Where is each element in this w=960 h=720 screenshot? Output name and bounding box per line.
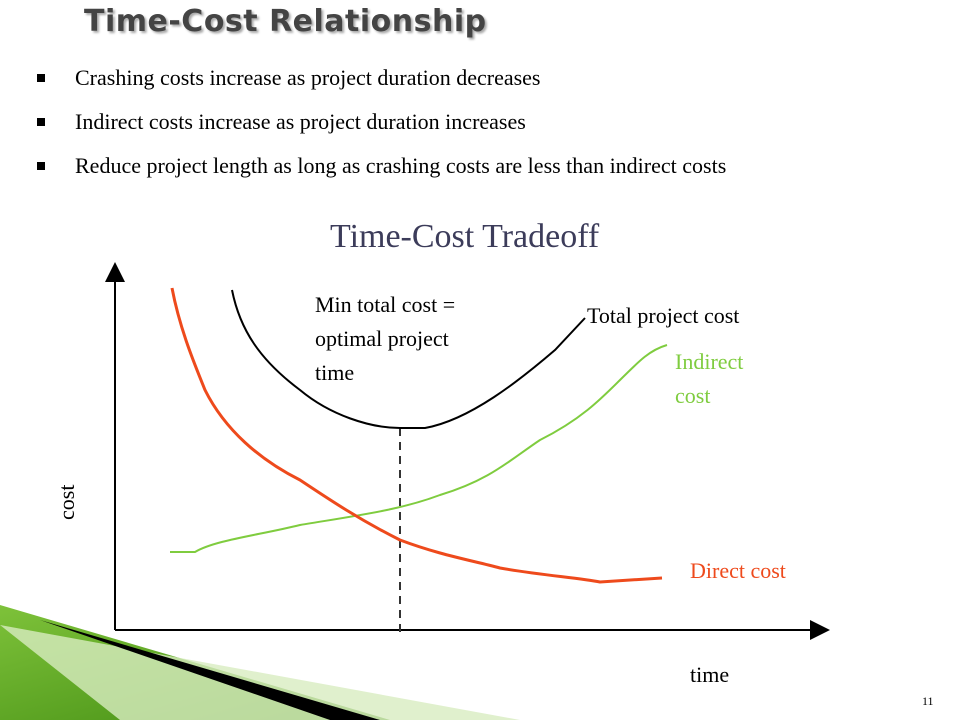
diagram-title: Time-Cost Tradeoff <box>330 218 600 255</box>
min-label: Min total cost = optimal project time <box>315 288 455 390</box>
bullet-text: Reduce project length as long as crashin… <box>75 153 727 178</box>
bullet: Crashing costs increase as project durat… <box>37 60 855 96</box>
label-line: time <box>315 360 355 385</box>
bullet-text: Indirect costs increase as project durat… <box>75 109 526 134</box>
decoration <box>40 620 380 720</box>
slide-title: Time-Cost Relationship <box>84 4 487 39</box>
label-line: optimal project <box>315 326 449 351</box>
bullet: Indirect costs increase as project durat… <box>37 104 855 140</box>
direct-cost-curve <box>170 287 663 584</box>
bullet-text: Crashing costs increase as project durat… <box>75 65 541 90</box>
page-number: 11 <box>922 694 934 708</box>
y-axis-label: cost <box>54 484 79 520</box>
indirect-label: Indirect cost <box>675 345 743 413</box>
label-line: Min total cost = <box>315 292 456 317</box>
total-label: Total project cost <box>587 303 740 328</box>
direct-label: Direct cost <box>690 558 786 583</box>
total-cost-curve <box>231 289 586 429</box>
label-line: Indirect <box>675 349 744 374</box>
indirect-cost-curve <box>170 344 668 553</box>
bullet: Reduce project length as long as crashin… <box>37 148 855 184</box>
x-axis-label: time <box>690 662 730 687</box>
label-line: cost <box>675 383 711 408</box>
